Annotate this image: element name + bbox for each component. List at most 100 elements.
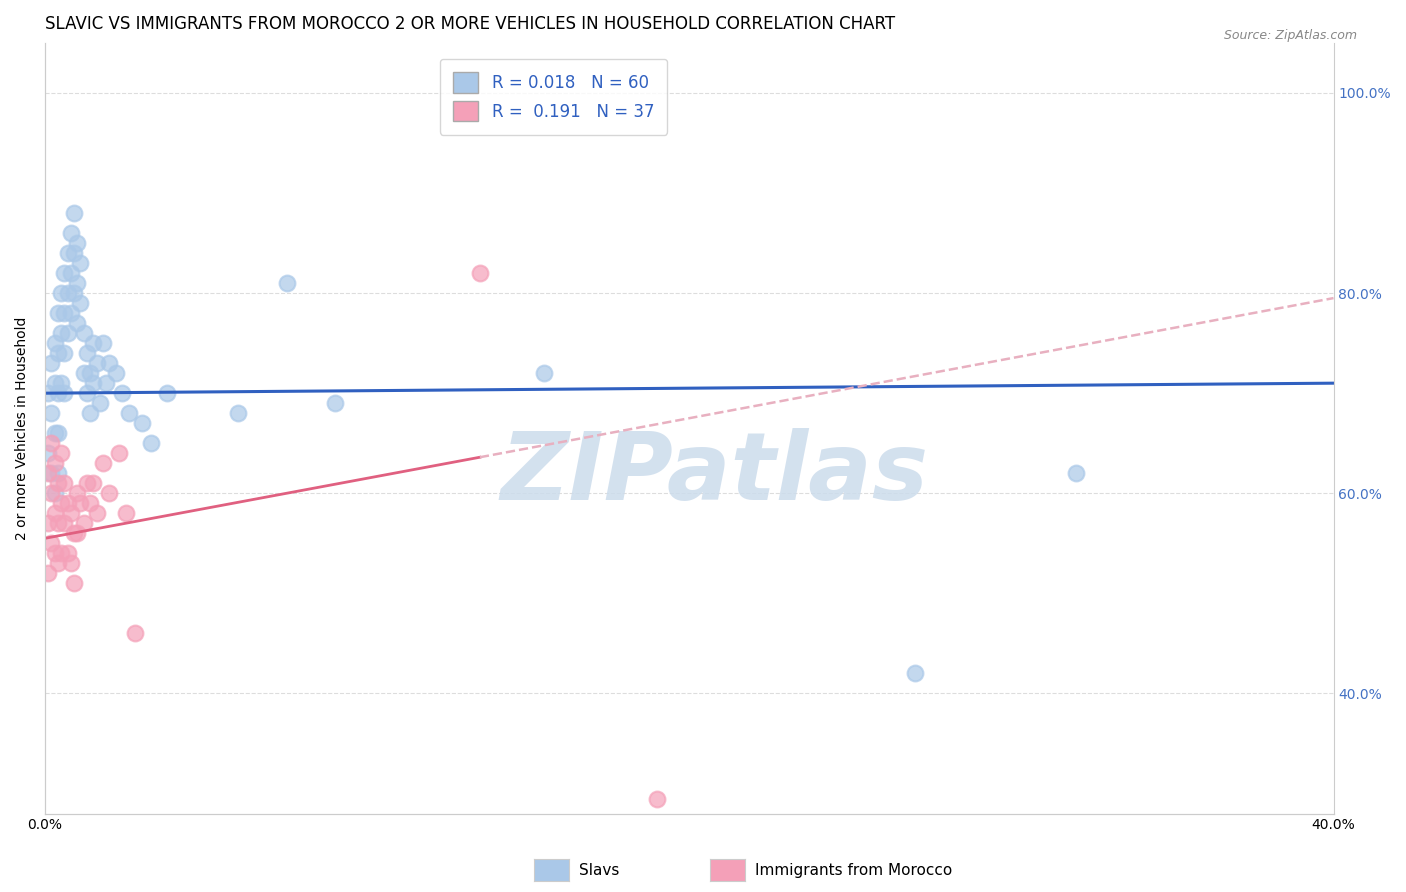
Point [76, 346, 98, 360]
Point [69, 496, 91, 510]
Point [141, 436, 163, 450]
Point [66, 486, 89, 500]
Point [41, 467, 63, 481]
Point [323, 396, 346, 410]
Point [904, 666, 927, 681]
Point [56, 326, 79, 340]
Point [82, 336, 104, 351]
Point [1064, 467, 1087, 481]
Point [44, 376, 66, 391]
Point [41, 486, 63, 500]
Point [533, 366, 555, 380]
Point [276, 276, 298, 290]
Point [118, 406, 141, 420]
Point [49, 326, 72, 340]
Point [66, 235, 89, 250]
Point [49, 446, 72, 460]
Point [91, 456, 114, 470]
Point [56, 286, 79, 301]
Text: SLAVIC VS IMMIGRANTS FROM MOROCCO 2 OR MORE VEHICLES IN HOUSEHOLD CORRELATION CH: SLAVIC VS IMMIGRANTS FROM MOROCCO 2 OR M… [45, 15, 896, 33]
Point [37, 516, 59, 531]
Point [56, 246, 79, 260]
Point [44, 486, 66, 500]
Point [53, 516, 76, 531]
Legend: R = 0.018   N = 60, R =  0.191   N = 37: R = 0.018 N = 60, R = 0.191 N = 37 [440, 59, 668, 135]
Point [59, 266, 82, 280]
Point [41, 356, 63, 370]
Point [41, 436, 63, 450]
Point [46, 476, 69, 491]
Point [53, 386, 76, 401]
Point [46, 426, 69, 441]
Point [41, 536, 63, 550]
Point [104, 366, 127, 380]
Point [37, 386, 59, 401]
Point [44, 546, 66, 560]
Point [44, 506, 66, 520]
Point [63, 206, 86, 220]
Y-axis label: 2 or more Vehicles in Household: 2 or more Vehicles in Household [15, 317, 30, 540]
Point [72, 326, 94, 340]
Point [72, 366, 94, 380]
Point [49, 546, 72, 560]
Point [37, 566, 59, 581]
Point [86, 506, 108, 520]
Point [46, 306, 69, 320]
Point [63, 526, 86, 541]
Point [76, 476, 98, 491]
Point [91, 336, 114, 351]
Point [59, 306, 82, 320]
Point [59, 557, 82, 571]
Point [46, 557, 69, 571]
Point [114, 506, 136, 520]
Point [53, 306, 76, 320]
Point [66, 276, 89, 290]
Point [76, 386, 98, 401]
Text: ZIPatlas: ZIPatlas [501, 428, 929, 520]
Point [59, 226, 82, 240]
Point [96, 376, 118, 391]
Point [56, 546, 79, 560]
Text: Slavs: Slavs [579, 863, 620, 878]
Point [72, 516, 94, 531]
Point [44, 426, 66, 441]
Text: Source: ZipAtlas.com: Source: ZipAtlas.com [1223, 29, 1357, 42]
Point [56, 496, 79, 510]
Point [49, 286, 72, 301]
Point [44, 456, 66, 470]
Point [37, 446, 59, 460]
Point [108, 446, 131, 460]
Point [63, 286, 86, 301]
Point [79, 406, 101, 420]
Point [66, 316, 89, 330]
Point [69, 256, 91, 270]
Point [41, 406, 63, 420]
Point [53, 266, 76, 280]
Point [98, 486, 121, 500]
Point [46, 516, 69, 531]
Point [79, 496, 101, 510]
Point [89, 396, 111, 410]
Point [79, 366, 101, 380]
Point [645, 791, 668, 805]
Point [69, 296, 91, 310]
Point [44, 336, 66, 351]
Point [46, 386, 69, 401]
Point [46, 346, 69, 360]
Point [226, 406, 249, 420]
Point [131, 416, 153, 430]
Point [86, 356, 108, 370]
Point [49, 376, 72, 391]
Point [63, 576, 86, 591]
Point [66, 526, 89, 541]
Point [98, 356, 121, 370]
Point [111, 386, 134, 401]
Point [46, 467, 69, 481]
Point [49, 496, 72, 510]
Point [53, 476, 76, 491]
Point [59, 506, 82, 520]
Point [156, 386, 179, 401]
Point [53, 346, 76, 360]
Text: Immigrants from Morocco: Immigrants from Morocco [755, 863, 952, 878]
Point [82, 476, 104, 491]
